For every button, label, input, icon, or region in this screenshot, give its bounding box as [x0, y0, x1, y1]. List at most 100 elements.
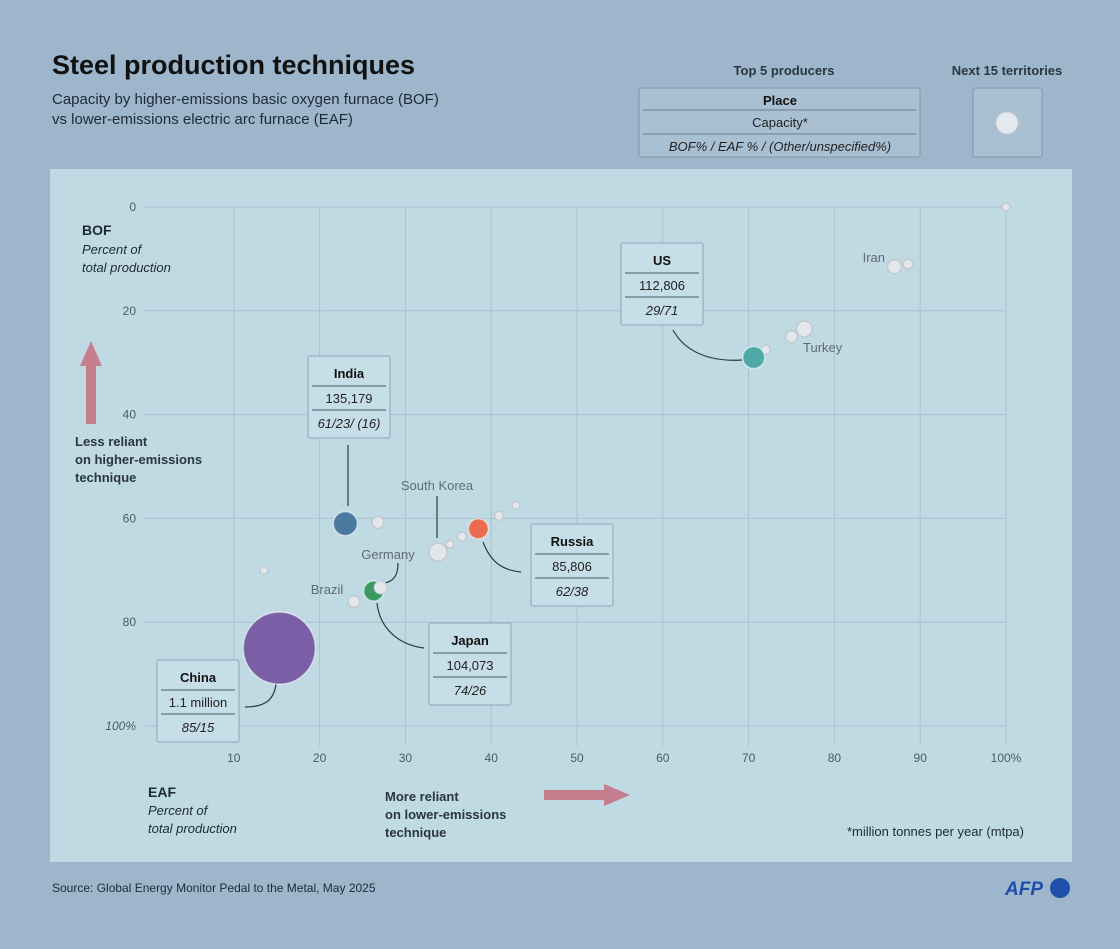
x-tick-label: 60 — [656, 751, 670, 765]
point-territory — [445, 539, 455, 550]
leader-us — [672, 329, 743, 361]
point-south-korea — [428, 542, 448, 562]
point-turkey — [795, 320, 814, 338]
callout-box — [156, 659, 240, 743]
label-turkey: Turkey — [803, 340, 843, 355]
sublabel-line: Percent of — [82, 242, 143, 257]
point-territory — [784, 330, 799, 344]
point-germany-overlay — [373, 580, 388, 595]
sublabel-line: total production — [82, 260, 171, 275]
callout-ratio: 74/26 — [454, 683, 487, 698]
callout-ratio: 85/15 — [182, 720, 215, 735]
point-territory — [511, 500, 521, 511]
label-south-korea: South Korea — [401, 478, 474, 493]
direction-arrows — [80, 341, 630, 806]
leader-russia — [482, 541, 522, 573]
callout-place: Russia — [551, 534, 594, 549]
x-tick-label: 50 — [570, 751, 584, 765]
leader-germany — [384, 562, 399, 584]
point-territory — [259, 565, 269, 576]
callout-china: China 1.1 million 85/15 — [156, 659, 240, 743]
y-note-3: technique — [75, 470, 136, 485]
subtitle-line-2: vs lower-emissions electric arc furnace … — [52, 111, 353, 128]
x-tick-label: 70 — [742, 751, 756, 765]
x-note-2: on lower-emissions — [385, 807, 506, 822]
leader-lines — [244, 329, 743, 708]
point-brazil — [347, 594, 361, 609]
point-territory — [371, 515, 385, 530]
point-labels: Germany Brazil South Korea Turkey Iran — [311, 250, 885, 597]
y-tick-label: 40 — [123, 408, 137, 422]
callout-capacity: 112,806 — [639, 278, 685, 293]
point-china — [242, 611, 317, 685]
x-note-1: More reliant — [385, 789, 459, 804]
points — [242, 202, 1011, 685]
subtitle-line-1: Capacity by higher-emissions basic oxyge… — [52, 91, 439, 108]
x-note-3: technique — [385, 825, 446, 840]
sublabel-line: Percent of — [148, 803, 209, 818]
callout-ratio: 61/23/ (16) — [318, 416, 381, 431]
up-arrow-icon — [80, 341, 102, 424]
legend-ratio: BOF% / EAF % / (Other/unspecified%) — [669, 139, 891, 154]
y-axis-sublabel: Percent of total production — [82, 242, 171, 275]
legend-top5-title: Top 5 producers — [734, 63, 835, 78]
point-us — [741, 345, 766, 370]
callout-capacity: 85,806 — [552, 559, 592, 574]
x-tick-label: 90 — [914, 751, 928, 765]
legend-next15-marker — [995, 111, 1019, 135]
y-tick-label: 100% — [105, 719, 136, 733]
y-tick-label: 20 — [123, 304, 137, 318]
callout-us: US 112,806 29/71 — [620, 242, 704, 326]
afp-logo-dot — [1050, 878, 1070, 898]
legend: Top 5 producers Place Capacity* BOF% / E… — [638, 63, 1063, 158]
callout-ratio: 62/38 — [556, 584, 589, 599]
callout-capacity: 1.1 million — [169, 695, 228, 710]
x-tick-label: 20 — [313, 751, 327, 765]
legend-top5-box — [638, 87, 921, 158]
callout-box — [428, 622, 512, 706]
x-tick-label: 30 — [399, 751, 413, 765]
point-territory — [456, 531, 468, 542]
leader-japan — [376, 602, 425, 649]
callout-place: India — [334, 366, 365, 381]
afp-logo-text: AFP — [1004, 879, 1043, 900]
x-axis-label: EAF — [148, 784, 176, 800]
y-tick-label: 0 — [129, 200, 136, 214]
point-russia — [467, 518, 490, 540]
callouts: China 1.1 million 85/15 India 135,179 61/23/ … — [156, 242, 704, 743]
ticks: 10 20 30 40 50 60 70 80 90 100% 0 20 40 60 80 100% — [105, 200, 1021, 765]
point-territory — [1001, 202, 1011, 212]
sublabel-line: total production — [148, 821, 237, 836]
callout-box — [307, 355, 391, 439]
callout-box — [620, 242, 704, 326]
callout-japan: Japan 104,073 74/26 — [428, 622, 512, 706]
legend-place: Place — [763, 93, 797, 108]
y-axis-label: BOF — [82, 222, 112, 238]
x-tick-label: 100% — [991, 751, 1022, 765]
leader-china — [244, 683, 277, 708]
x-tick-label: 80 — [828, 751, 842, 765]
callout-ratio: 29/71 — [645, 303, 679, 318]
plot-panel — [50, 169, 1072, 862]
right-arrow-icon — [544, 784, 630, 806]
afp-logo: AFP — [1004, 878, 1070, 900]
callout-place: US — [653, 253, 671, 268]
page-title: Steel production techniques — [52, 50, 415, 80]
callout-india: India 135,179 61/23/ (16) — [307, 355, 391, 439]
callout-box — [530, 523, 614, 607]
x-tick-label: 40 — [485, 751, 499, 765]
y-note-1: Less reliant — [75, 434, 148, 449]
source: Source: Global Energy Monitor Pedal to t… — [52, 881, 376, 895]
point-territory — [902, 258, 914, 270]
legend-capacity: Capacity* — [752, 115, 808, 130]
legend-next15-title: Next 15 territories — [952, 63, 1063, 78]
point-territory — [493, 510, 505, 522]
label-brazil: Brazil — [311, 582, 344, 597]
y-tick-label: 80 — [123, 615, 137, 629]
point-iran — [886, 258, 903, 275]
y-tick-label: 60 — [123, 511, 137, 525]
y-note-2: on higher-emissions — [75, 452, 202, 467]
callout-place: China — [180, 670, 217, 685]
label-iran: Iran — [863, 250, 885, 265]
x-axis-sublabel: Percent of total production — [148, 803, 237, 836]
